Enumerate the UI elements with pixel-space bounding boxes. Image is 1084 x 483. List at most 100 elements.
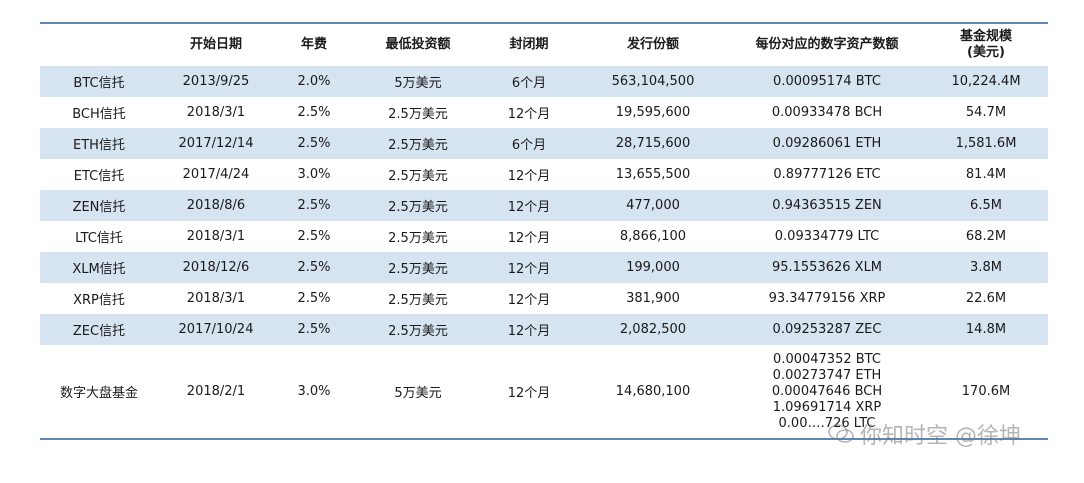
cell-shares: 14,680,100 bbox=[615, 384, 691, 399]
table-row: ZEC信托 2017/10/24 2.5% 2.5万美元 12个月 2,082,500 0.… bbox=[40, 314, 1048, 345]
cell-aum: 81.4M bbox=[965, 167, 1007, 182]
cell-start: 2017/10/24 bbox=[178, 322, 254, 337]
cell-start: 2018/3/1 bbox=[186, 105, 246, 120]
cell-name: ETH信托 bbox=[73, 138, 125, 153]
cell-start: 2018/12/6 bbox=[182, 260, 250, 275]
cell-per-share-list: 0.00047352 BTC 0.00273747 ETH 0.00047646… bbox=[730, 352, 924, 432]
cell-min: 2.5万美元 bbox=[388, 293, 448, 308]
cell-fee: 3.0% bbox=[297, 167, 331, 182]
cell-aum: 170.6M bbox=[961, 384, 1011, 399]
cell-aum: 14.8M bbox=[965, 322, 1007, 337]
cell-min: 2.5万美元 bbox=[388, 231, 448, 246]
cell-name: XLM信托 bbox=[72, 262, 126, 277]
cell-aum: 3.8M bbox=[970, 260, 1002, 275]
cell-per: 0.09334779 LTC bbox=[774, 229, 880, 244]
cell-min: 2.5万美元 bbox=[388, 107, 448, 122]
table-row-index-fund: 数字大盘基金 2018/2/1 3.0% 5万美元 12个月 14,680,10… bbox=[40, 345, 1048, 438]
cell-fee: 2.5% bbox=[297, 322, 331, 337]
cell-shares: 8,866,100 bbox=[619, 229, 687, 244]
header-fund-size-line1: 基金规模 bbox=[959, 29, 1012, 44]
bottom-rule bbox=[40, 438, 1048, 440]
header-annual-fee: 年费 bbox=[300, 37, 327, 52]
cell-min: 5万美元 bbox=[394, 76, 442, 91]
fund-table: 开始日期 年费 最低投资额 封闭期 发行份额 每份对应的数字资产数额 基金规模 … bbox=[40, 22, 1048, 440]
cell-fee: 2.5% bbox=[297, 229, 331, 244]
cell-start: 2018/2/1 bbox=[186, 384, 246, 399]
cell-per: 0.94363515 ZEN bbox=[772, 198, 882, 213]
cell-aum: 22.6M bbox=[965, 291, 1007, 306]
cell-name: ZEC信托 bbox=[72, 324, 126, 339]
table-row: LTC信托 2018/3/1 2.5% 2.5万美元 12个月 8,866,100 0.09… bbox=[40, 221, 1048, 252]
cell-per-xrp: 1.09691714 XRP bbox=[772, 399, 882, 415]
cell-per: 0.89777126 ETC bbox=[773, 167, 881, 182]
cell-name: LTC信托 bbox=[75, 231, 123, 246]
header-start-date: 开始日期 bbox=[189, 37, 242, 52]
cell-shares: 381,900 bbox=[626, 291, 680, 306]
cell-name: BCH信托 bbox=[72, 107, 126, 122]
table-row: XRP信托 2018/3/1 2.5% 2.5万美元 12个月 381,900 93.347… bbox=[40, 283, 1048, 314]
header-fund-size: 基金规模 (美元) bbox=[924, 29, 1048, 61]
cell-name: 数字大盘基金 bbox=[59, 386, 138, 401]
table-row: ETC信托 2017/4/24 3.0% 2.5万美元 12个月 13,655,500 0.… bbox=[40, 159, 1048, 190]
cell-lock: 12个月 bbox=[507, 293, 551, 308]
cell-per: 0.09286061 ETH bbox=[772, 136, 882, 151]
cell-start: 2018/3/1 bbox=[186, 229, 246, 244]
cell-per-bch: 0.00047646 BCH bbox=[771, 383, 883, 399]
cell-fee: 2.5% bbox=[297, 105, 331, 120]
cell-name: ETC信托 bbox=[73, 169, 125, 184]
header-assets-per-share: 每份对应的数字资产数额 bbox=[755, 37, 899, 52]
cell-start: 2018/3/1 bbox=[186, 291, 246, 306]
cell-shares: 19,595,600 bbox=[615, 105, 691, 120]
cell-aum: 54.7M bbox=[965, 105, 1007, 120]
cell-fee: 2.5% bbox=[297, 198, 331, 213]
cell-fee: 2.5% bbox=[297, 260, 331, 275]
cell-per-eth: 0.00273747 ETH bbox=[772, 367, 882, 383]
cell-start: 2018/8/6 bbox=[186, 198, 246, 213]
cell-shares: 199,000 bbox=[626, 260, 680, 275]
cell-aum: 68.2M bbox=[965, 229, 1007, 244]
chat-bubble-icon bbox=[828, 424, 854, 443]
cell-lock: 12个月 bbox=[507, 324, 551, 339]
cell-per-ltc: 0.00‥‥726 LTC bbox=[778, 415, 876, 431]
cell-per: 93.34779156 XRP bbox=[768, 291, 886, 306]
table-row: ETH信托 2017/12/14 2.5% 2.5万美元 6个月 28,715,600 0.… bbox=[40, 128, 1048, 159]
cell-min: 5万美元 bbox=[394, 386, 442, 401]
top-rule bbox=[40, 22, 1048, 24]
cell-lock: 12个月 bbox=[507, 107, 551, 122]
cell-shares: 477,000 bbox=[626, 198, 680, 213]
cell-fee: 3.0% bbox=[297, 384, 331, 399]
cell-lock: 12个月 bbox=[507, 386, 551, 401]
cell-min: 2.5万美元 bbox=[388, 138, 448, 153]
cell-min: 2.5万美元 bbox=[388, 262, 448, 277]
cell-fee: 2.5% bbox=[297, 136, 331, 151]
cell-lock: 12个月 bbox=[507, 231, 551, 246]
cell-per: 0.00933478 BCH bbox=[771, 105, 883, 120]
cell-start: 2017/12/14 bbox=[178, 136, 254, 151]
cell-name: ZEN信托 bbox=[72, 200, 126, 215]
watermark-text: 你知时空 @徐坤 bbox=[860, 424, 1021, 449]
cell-per: 0.09253287 ZEC bbox=[772, 322, 882, 337]
table-body: BTC信托 2013/9/25 2.0% 5万美元 6个月 563,104,500 0.00… bbox=[40, 66, 1048, 345]
cell-lock: 12个月 bbox=[507, 200, 551, 215]
cell-min: 2.5万美元 bbox=[388, 169, 448, 184]
cell-lock: 12个月 bbox=[507, 262, 551, 277]
cell-per: 95.1553626 XLM bbox=[771, 260, 883, 275]
table-row: BTC信托 2013/9/25 2.0% 5万美元 6个月 563,104,500 0.00… bbox=[40, 66, 1048, 97]
cell-aum: 1,581.6M bbox=[955, 136, 1017, 151]
cell-start: 2013/9/25 bbox=[182, 74, 250, 89]
header-min-investment: 最低投资额 bbox=[385, 37, 451, 52]
cell-per-btc: 0.00047352 BTC bbox=[773, 351, 881, 367]
cell-shares: 563,104,500 bbox=[611, 74, 695, 89]
header-lock-period: 封闭期 bbox=[509, 37, 549, 52]
cell-fee: 2.5% bbox=[297, 291, 331, 306]
cell-aum: 6.5M bbox=[970, 198, 1002, 213]
cell-min: 2.5万美元 bbox=[388, 324, 448, 339]
cell-lock: 6个月 bbox=[511, 76, 547, 91]
cell-name: XRP信托 bbox=[73, 293, 125, 308]
header-fund-size-line2: (美元) bbox=[967, 45, 1005, 60]
header-shares-issued: 发行份额 bbox=[626, 37, 679, 52]
table-row: BCH信托 2018/3/1 2.5% 2.5万美元 12个月 19,595,600 0.0… bbox=[40, 97, 1048, 128]
cell-shares: 2,082,500 bbox=[619, 322, 687, 337]
header-row: 开始日期 年费 最低投资额 封闭期 发行份额 每份对应的数字资产数额 基金规模 … bbox=[40, 24, 1048, 66]
table-row: XLM信托 2018/12/6 2.5% 2.5万美元 12个月 199,000 95.15… bbox=[40, 252, 1048, 283]
